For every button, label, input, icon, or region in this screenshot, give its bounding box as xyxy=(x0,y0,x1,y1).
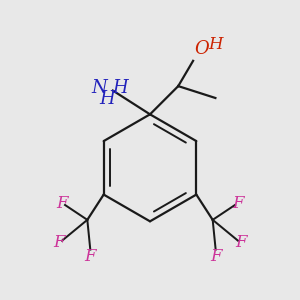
Text: H: H xyxy=(99,91,115,109)
Text: F: F xyxy=(232,195,244,212)
Text: H: H xyxy=(112,80,128,98)
Text: F: F xyxy=(210,248,221,265)
Text: H: H xyxy=(208,36,223,53)
Text: F: F xyxy=(235,234,247,250)
Text: F: F xyxy=(53,234,65,250)
Text: O: O xyxy=(195,40,209,58)
Text: F: F xyxy=(56,195,68,212)
Text: N: N xyxy=(91,79,107,97)
Text: F: F xyxy=(85,248,96,265)
